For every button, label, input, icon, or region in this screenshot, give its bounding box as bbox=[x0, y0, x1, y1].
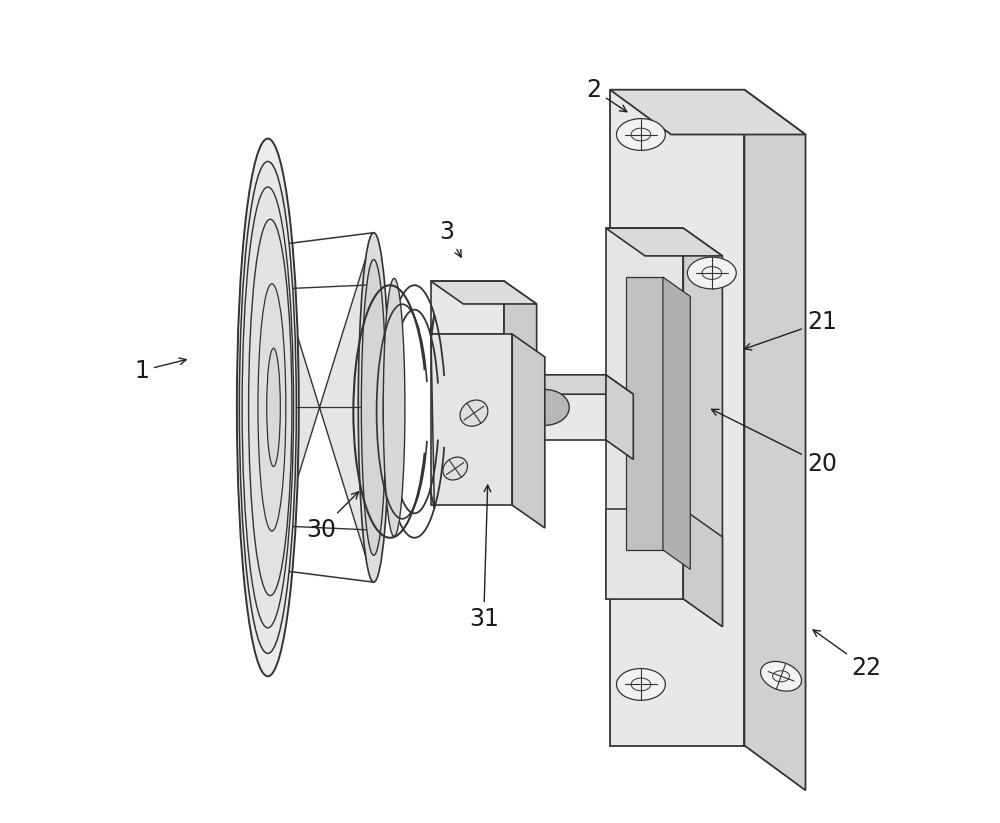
Ellipse shape bbox=[383, 278, 405, 537]
Polygon shape bbox=[480, 374, 606, 440]
Polygon shape bbox=[663, 277, 690, 570]
Text: 2: 2 bbox=[586, 77, 627, 112]
Polygon shape bbox=[431, 281, 537, 304]
Ellipse shape bbox=[237, 138, 299, 677]
Text: 22: 22 bbox=[813, 630, 882, 680]
Polygon shape bbox=[504, 281, 537, 357]
Ellipse shape bbox=[616, 668, 665, 700]
Ellipse shape bbox=[239, 161, 296, 653]
Ellipse shape bbox=[616, 119, 665, 151]
Ellipse shape bbox=[358, 233, 389, 582]
Ellipse shape bbox=[520, 389, 569, 425]
Ellipse shape bbox=[242, 187, 294, 628]
Polygon shape bbox=[606, 509, 683, 599]
Polygon shape bbox=[240, 233, 374, 582]
Polygon shape bbox=[683, 228, 722, 626]
Text: 1: 1 bbox=[134, 358, 186, 383]
Text: 31: 31 bbox=[469, 485, 499, 631]
Ellipse shape bbox=[258, 284, 286, 531]
Ellipse shape bbox=[687, 257, 736, 289]
Polygon shape bbox=[606, 374, 633, 459]
Polygon shape bbox=[480, 374, 633, 394]
Text: 21: 21 bbox=[744, 310, 837, 350]
Ellipse shape bbox=[361, 259, 386, 556]
Polygon shape bbox=[626, 277, 663, 550]
Polygon shape bbox=[744, 90, 806, 790]
Polygon shape bbox=[606, 228, 683, 599]
Polygon shape bbox=[512, 334, 545, 528]
Polygon shape bbox=[431, 281, 504, 334]
Polygon shape bbox=[610, 90, 744, 746]
Text: 20: 20 bbox=[712, 409, 837, 477]
Ellipse shape bbox=[761, 662, 802, 691]
Ellipse shape bbox=[249, 219, 292, 596]
Ellipse shape bbox=[267, 348, 280, 467]
Text: 30: 30 bbox=[306, 492, 358, 542]
Ellipse shape bbox=[443, 457, 467, 480]
Polygon shape bbox=[606, 228, 722, 256]
Polygon shape bbox=[610, 90, 806, 134]
Ellipse shape bbox=[460, 400, 488, 426]
Text: 3: 3 bbox=[440, 221, 461, 257]
Polygon shape bbox=[683, 509, 722, 626]
Polygon shape bbox=[431, 334, 512, 505]
